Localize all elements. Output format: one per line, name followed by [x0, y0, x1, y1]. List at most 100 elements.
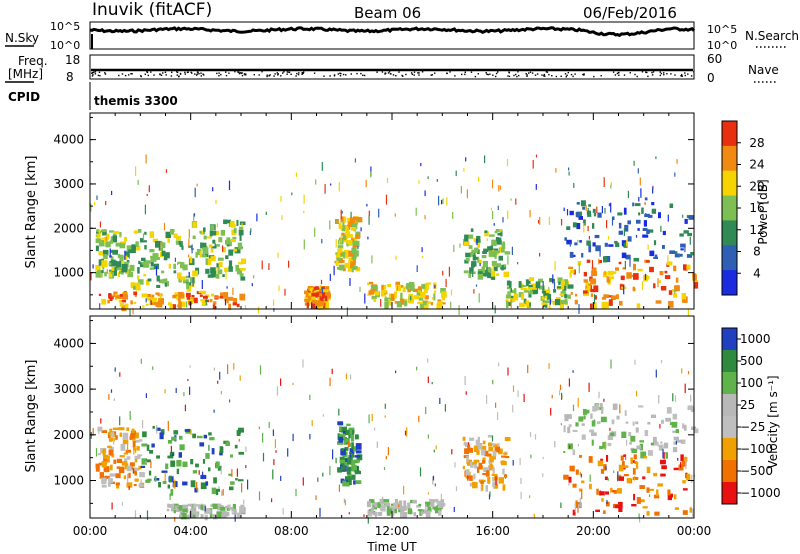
echo-cell	[477, 273, 484, 280]
echo-cell	[400, 505, 405, 513]
echo-cell	[232, 248, 237, 252]
echo-cell	[464, 234, 469, 242]
echo-cell	[183, 279, 189, 284]
echo-cell	[407, 288, 411, 293]
echo-cell	[564, 414, 569, 422]
echo-speckle	[343, 498, 345, 503]
echo-cell	[219, 451, 223, 456]
echo-cell	[610, 295, 616, 300]
colorbar-tick-label: −1000	[740, 486, 781, 500]
colorbar-segment	[722, 460, 737, 483]
echo-speckle	[92, 264, 94, 269]
echo-cell	[177, 274, 182, 279]
echo-cell	[200, 290, 206, 294]
echo-cell	[344, 249, 350, 254]
echo-cell	[631, 448, 638, 453]
echo-cell	[578, 488, 583, 492]
echo-cell	[381, 284, 384, 291]
echo-cell	[353, 446, 357, 452]
echo-cell	[686, 473, 691, 481]
echo-cell	[649, 250, 655, 257]
echo-speckle	[561, 219, 563, 226]
echo-cell	[416, 505, 422, 508]
echo-cell	[134, 455, 141, 460]
echo-speckle	[224, 299, 227, 306]
echo-cell	[477, 256, 480, 263]
echo-cell	[185, 292, 191, 298]
echo-cell	[686, 264, 691, 270]
echo-speckle	[119, 416, 121, 426]
nave-dot	[497, 71, 499, 73]
echo-cell	[200, 242, 203, 249]
echo-speckle	[303, 210, 305, 214]
echo-cell	[661, 419, 664, 424]
echo-speckle	[433, 449, 435, 453]
echo-speckle	[142, 233, 145, 241]
echo-speckle	[554, 441, 556, 448]
echo-cell	[194, 504, 201, 507]
echo-cell	[386, 506, 390, 513]
echo-cell	[664, 275, 671, 279]
echo-cell	[349, 217, 354, 223]
echo-speckle	[655, 156, 657, 160]
echo-speckle	[559, 390, 561, 396]
nave-dot	[98, 71, 101, 73]
echo-cell	[123, 475, 127, 480]
echo-cell	[337, 467, 342, 473]
echo-speckle	[520, 478, 522, 484]
echo-speckle	[189, 365, 191, 368]
echo-cell	[347, 234, 353, 238]
echo-cell	[147, 293, 151, 297]
echo-cell	[627, 236, 632, 242]
echo-speckle	[217, 380, 219, 384]
echo-cell	[492, 455, 496, 460]
echo-cell	[498, 448, 503, 455]
echo-cell	[230, 220, 235, 227]
echo-cell	[500, 229, 503, 237]
echo-speckle	[231, 469, 233, 477]
echo-cell	[337, 245, 344, 249]
cpid-value: themis 3300	[94, 94, 178, 108]
echo-cell	[101, 430, 108, 433]
echo-cell	[176, 295, 179, 301]
echo-cell	[481, 449, 486, 456]
echo-cell	[423, 283, 429, 290]
echo-cell	[491, 270, 496, 277]
echo-speckle	[170, 445, 172, 453]
echo-speckle	[497, 412, 499, 420]
echo-speckle	[427, 434, 429, 439]
echo-cell	[119, 271, 122, 275]
echo-cell	[410, 499, 413, 504]
echo-cell	[97, 426, 103, 432]
nave-dot	[179, 73, 182, 75]
echo-cell	[484, 230, 488, 233]
echo-cell	[224, 267, 229, 272]
nave-dot	[91, 75, 94, 77]
echo-cell	[521, 293, 525, 300]
echo-cell	[178, 295, 181, 302]
echo-cell	[499, 229, 502, 232]
echo-cell	[238, 451, 244, 455]
echo-cell	[632, 468, 636, 475]
echo-speckle	[596, 206, 598, 214]
echo-speckle	[468, 442, 470, 445]
nave-dot	[492, 74, 494, 76]
cpid-row: CPID themis 3300	[8, 82, 178, 110]
echo-cell	[197, 435, 203, 439]
echo-speckle	[295, 489, 297, 497]
echo-speckle	[638, 196, 640, 202]
echo-cell	[525, 300, 530, 307]
echo-cell	[513, 293, 519, 301]
echo-cell	[590, 293, 594, 297]
echo-cell	[611, 271, 617, 274]
echo-cell	[651, 202, 655, 206]
echo-speckle	[273, 459, 275, 465]
echo-cell	[112, 235, 117, 243]
echo-cell	[109, 230, 115, 233]
nave-dot	[431, 74, 433, 76]
echo-cell	[239, 226, 244, 230]
echo-speckle	[535, 154, 538, 158]
nave-dot	[614, 74, 617, 76]
echo-cell	[147, 478, 152, 482]
echo-cell	[120, 241, 126, 245]
